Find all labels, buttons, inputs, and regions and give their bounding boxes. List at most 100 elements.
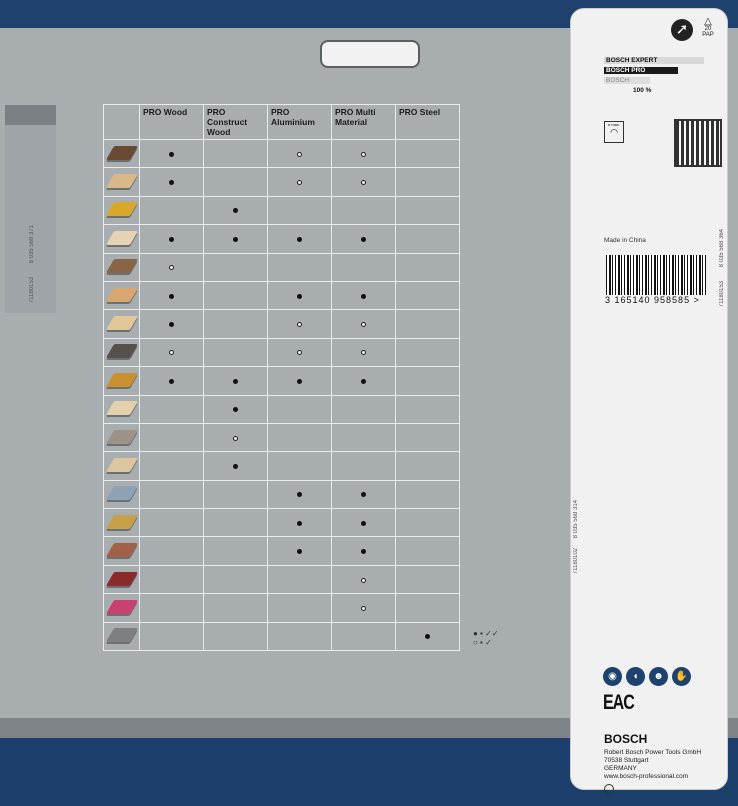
suitability-cell xyxy=(203,224,268,254)
dark-band xyxy=(0,718,738,738)
material-cell xyxy=(103,422,140,453)
open-dot-icon xyxy=(297,350,302,356)
filled-dot-icon xyxy=(233,407,238,413)
suitability-cell xyxy=(267,138,332,169)
material-cell xyxy=(103,195,140,226)
material-thumbnail xyxy=(105,486,138,501)
material-cell xyxy=(103,593,140,623)
material-cell xyxy=(103,366,140,396)
table-row xyxy=(103,593,460,623)
material-thumbnail xyxy=(105,628,138,643)
material-thumbnail xyxy=(105,145,138,160)
material-thumbnail xyxy=(105,571,138,586)
filled-dot-icon xyxy=(361,549,366,555)
filled-dot-icon xyxy=(297,236,302,242)
suitability-cell xyxy=(267,280,332,311)
suitability-cell xyxy=(331,479,396,510)
table-row xyxy=(103,195,460,226)
suitability-cell xyxy=(267,224,332,254)
bosch-armature-logo xyxy=(604,784,614,794)
suitability-cell xyxy=(139,224,204,254)
suitability-cell xyxy=(267,508,332,538)
suitability-cell xyxy=(139,508,204,538)
column-header: PRO Construct Wood xyxy=(203,104,268,140)
table-row xyxy=(103,536,460,566)
pap-label: PAP xyxy=(702,32,714,38)
suitability-cell xyxy=(395,394,460,424)
speed-gauge-icon: n max. ◠ xyxy=(604,121,624,143)
filled-dot-icon xyxy=(233,208,238,214)
suitability-cell xyxy=(267,621,332,652)
barcode xyxy=(606,255,706,295)
suitability-cell xyxy=(267,337,332,368)
qr-code[interactable] xyxy=(674,119,722,167)
filled-dot-icon xyxy=(297,520,302,526)
suitability-cell xyxy=(203,167,268,197)
column-header: PRO Aluminium xyxy=(267,104,332,140)
material-thumbnail xyxy=(105,316,138,331)
suitability-cell xyxy=(203,451,268,481)
legend-open: ○ ▪ ✓ xyxy=(473,638,492,647)
suitability-cell xyxy=(395,252,460,282)
suitability-cell xyxy=(139,394,204,424)
table-row xyxy=(103,337,460,368)
level-percent: 100 % xyxy=(633,87,652,94)
suitability-cell xyxy=(331,508,396,538)
material-thumbnail xyxy=(105,259,138,274)
suitability-cell xyxy=(395,621,460,652)
suitability-cell xyxy=(139,422,204,453)
material-cell xyxy=(103,224,140,254)
suitability-cell xyxy=(203,394,268,424)
material-cell xyxy=(103,280,140,311)
filled-dot-icon xyxy=(361,520,366,526)
open-dot-icon xyxy=(361,151,366,157)
open-dot-icon xyxy=(297,322,302,328)
open-dot-icon xyxy=(361,605,366,611)
label-card: ➚ △ 20 PAP BOSCH EXPERT BOSCH PRO BOSCH … xyxy=(570,8,728,794)
open-dot-icon xyxy=(361,322,366,328)
filled-dot-icon xyxy=(361,492,366,498)
open-dot-icon xyxy=(361,350,366,356)
filled-dot-icon xyxy=(169,151,174,157)
level-pro: BOSCH PRO xyxy=(604,67,678,74)
suitability-cell xyxy=(395,479,460,510)
material-cell xyxy=(103,536,140,566)
ear-protection-icon: ◖ xyxy=(626,667,645,686)
card-side-code2: 71180153 xyxy=(719,281,725,308)
suitability-cell xyxy=(331,252,396,282)
header-empty xyxy=(103,104,140,140)
suitability-cell xyxy=(331,394,396,424)
suitability-cell xyxy=(395,280,460,311)
filled-dot-icon xyxy=(361,378,366,384)
table-row xyxy=(103,422,460,453)
suitability-cell xyxy=(139,621,204,652)
filled-dot-icon xyxy=(361,293,366,299)
suitability-cell xyxy=(331,280,396,311)
suitability-cell xyxy=(331,451,396,481)
material-cell xyxy=(103,394,140,424)
suitability-cell xyxy=(267,167,332,197)
suitability-cell xyxy=(267,309,332,339)
address-line: Robert Bosch Power Tools GmbH xyxy=(604,749,702,756)
suitability-cell xyxy=(203,337,268,368)
suitability-cell xyxy=(203,564,268,595)
filled-dot-icon xyxy=(297,378,302,384)
suitability-cell xyxy=(267,593,332,623)
suitability-cell xyxy=(139,593,204,623)
suitability-cell xyxy=(331,564,396,595)
material-thumbnail xyxy=(105,429,138,444)
legend-filled: ● ▪ ✓✓ xyxy=(473,629,499,638)
filled-dot-icon xyxy=(169,322,174,328)
suitability-cell xyxy=(203,593,268,623)
open-dot-icon xyxy=(297,180,302,186)
suitability-cell xyxy=(395,309,460,339)
column-header: PRO Steel xyxy=(395,104,460,140)
website-link[interactable]: www.bosch-professional.com xyxy=(604,773,689,780)
suitability-cell xyxy=(139,280,204,311)
filled-dot-icon xyxy=(169,293,174,299)
suitability-cell xyxy=(203,366,268,396)
material-thumbnail xyxy=(105,287,138,302)
suitability-cell xyxy=(203,536,268,566)
suitability-cell xyxy=(203,309,268,339)
suitability-cell xyxy=(395,195,460,226)
